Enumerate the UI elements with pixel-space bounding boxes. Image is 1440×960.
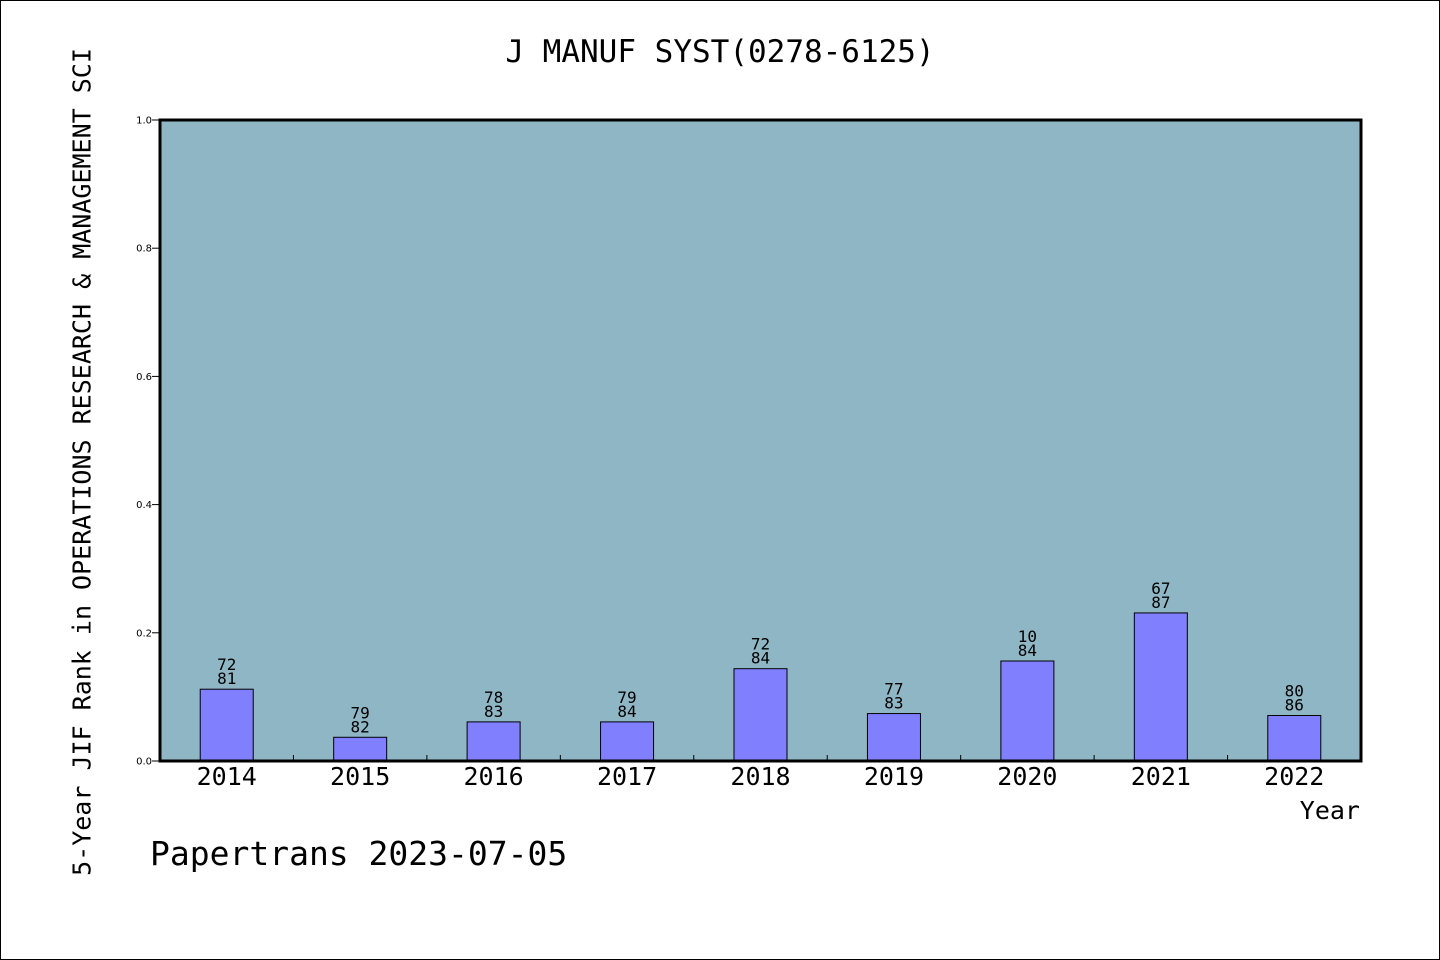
footer-text: Papertrans 2023-07-05 (150, 834, 568, 873)
bar-label-top: 67 (1151, 579, 1170, 598)
bar-label-bottom: 83 (484, 702, 503, 721)
x-tick-label: 2019 (864, 762, 924, 791)
bar (466, 721, 521, 762)
bar-label-bottom: 84 (751, 649, 770, 668)
bar (866, 713, 921, 762)
x-tick-label: 2020 (997, 762, 1057, 791)
y-tick-label: 0.6 (136, 372, 152, 383)
bar-label-top: 72 (751, 635, 770, 654)
y-tick-label: 0.8 (136, 244, 152, 255)
y-tick-label: 0.4 (136, 500, 152, 511)
y-tick-label: 0.0 (136, 757, 152, 768)
bar (1133, 612, 1188, 762)
bar (1000, 660, 1055, 762)
bar (600, 721, 655, 762)
bar-label-bottom: 87 (1151, 593, 1170, 612)
x-tick-label: 2022 (1264, 762, 1324, 791)
x-tick-label: 2015 (330, 762, 390, 791)
bar-label-top: 79 (617, 688, 636, 707)
bar-label-top: 10 (1018, 627, 1037, 646)
bar-label-bottom: 82 (351, 717, 370, 736)
x-tick-label: 2017 (597, 762, 657, 791)
bar-label-top: 79 (351, 703, 370, 722)
x-tick-label: 2021 (1131, 762, 1191, 791)
bar-label-bottom: 84 (617, 702, 636, 721)
y-tick-label: 0.2 (136, 628, 152, 639)
bar-label-top: 78 (484, 688, 503, 707)
chart-title: J MANUF SYST(0278-6125) (505, 34, 935, 70)
bar-label-bottom: 83 (884, 694, 903, 713)
y-tick-label: 1.0 (136, 116, 152, 127)
x-tick-label: 2018 (730, 762, 790, 791)
bar (733, 668, 788, 762)
bar-label-bottom: 81 (217, 669, 236, 688)
bar-label-bottom: 86 (1285, 695, 1304, 714)
bar-label-top: 72 (217, 655, 236, 674)
bar (199, 688, 254, 762)
x-tick-label: 2014 (197, 762, 257, 791)
x-axis-label: Year (1299, 796, 1360, 825)
bar (333, 736, 388, 762)
bar-label-bottom: 84 (1018, 641, 1037, 660)
plot-border (158, 118, 1363, 763)
bar-label-top: 80 (1285, 681, 1304, 700)
bar-label-top: 77 (884, 680, 903, 699)
bar (1267, 714, 1322, 762)
x-tick-label: 2016 (464, 762, 524, 791)
